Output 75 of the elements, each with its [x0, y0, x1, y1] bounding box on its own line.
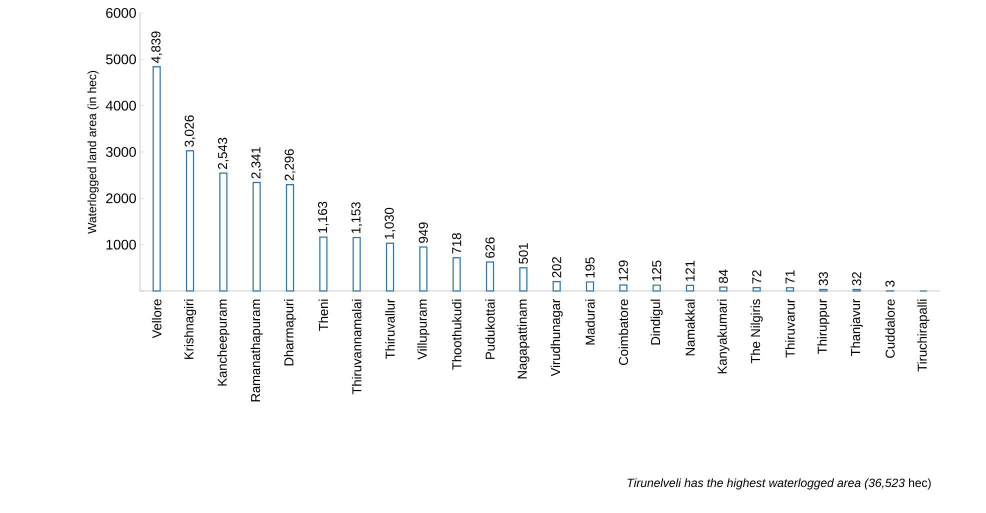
bar — [352, 236, 361, 292]
x-tick-label: Theni — [318, 300, 328, 331]
bar — [186, 150, 194, 292]
bar — [752, 287, 761, 292]
bar — [719, 286, 728, 292]
x-tick-label: Nagapattinam — [517, 300, 530, 378]
x-tick-label: Thiruvarur — [785, 298, 795, 358]
data-label: 71 — [786, 270, 794, 284]
data-label: 2,341 — [251, 147, 262, 178]
data-label: 949 — [418, 222, 428, 243]
bar — [786, 287, 794, 292]
data-label: 4,839 — [151, 31, 162, 63]
data-label: 125 — [652, 260, 662, 281]
bar — [519, 267, 528, 292]
data-label: 626 — [485, 237, 495, 258]
x-tick-label: Cuddalore — [885, 299, 895, 358]
data-label: 32 — [852, 272, 862, 286]
x-tick-label: Dindigul — [650, 300, 663, 344]
bar — [419, 246, 428, 292]
y-axis-title: Waterlogged land area (in hec) — [87, 70, 99, 234]
y-tick-label: 2000 — [106, 193, 136, 204]
x-tick-label: Thiruppur — [817, 298, 830, 354]
x-tick-label: Villupuram — [417, 300, 430, 360]
x-tick-label: Krishnagiri — [184, 300, 196, 359]
bar — [486, 261, 494, 292]
bar — [619, 284, 628, 292]
data-label: 3,026 — [184, 115, 196, 147]
y-tick-label: 5000 — [106, 54, 136, 64]
data-label: 501 — [518, 243, 528, 264]
data-label: 1,030 — [384, 208, 396, 239]
data-label: 2,543 — [218, 138, 229, 169]
bar — [252, 182, 261, 292]
data-label: 202 — [552, 257, 562, 278]
data-label: 121 — [685, 260, 695, 281]
x-tick-label: Coimbatore — [618, 299, 628, 366]
x-tick-label: Thiruvannamalai — [352, 300, 362, 394]
x-tick-label: Kancheepuram — [217, 300, 230, 386]
data-label: 1,163 — [318, 202, 329, 233]
bar — [552, 281, 561, 292]
x-tick-label: Thanjavur — [850, 298, 863, 356]
bar — [452, 257, 461, 292]
x-tick-label: Dharmapuri — [284, 300, 296, 366]
bar — [286, 184, 294, 292]
bar — [152, 66, 161, 292]
data-label: 2,296 — [284, 149, 296, 180]
data-label: 718 — [452, 233, 462, 254]
x-tick-label: Ramanathapuram — [250, 300, 263, 402]
x-tick-label: Madurai — [585, 300, 595, 344]
x-tick-label: Tiruchirapalli — [917, 300, 930, 372]
x-tick-label: Pudukottai — [485, 300, 495, 359]
x-tick-label: Thoothukudi — [452, 300, 462, 370]
bar — [652, 284, 661, 292]
y-tick-label: 6000 — [106, 8, 136, 18]
y-tick-label: 1000 — [106, 240, 136, 250]
data-label: 72 — [752, 270, 762, 284]
x-tick-label: Kanyakumari — [717, 300, 730, 374]
data-label: 3 — [885, 280, 895, 287]
bar — [686, 284, 694, 292]
x-tick-label: Virudhunagar — [550, 298, 563, 376]
y-tick-label: 4000 — [106, 100, 136, 111]
data-label: 33 — [818, 272, 828, 286]
bar — [219, 172, 228, 292]
data-label: 1,153 — [351, 202, 362, 234]
x-tick-label: The Nilgiris — [750, 299, 763, 364]
data-label: 195 — [585, 257, 595, 278]
bar — [586, 281, 594, 292]
text: Tirunelveli has the highest waterlogged area (36,523 hec) — [628, 478, 931, 490]
x-tick-label: Thiruvallur — [385, 298, 395, 359]
y-tick-label: 3000 — [106, 147, 136, 157]
bar — [319, 236, 328, 292]
x-tick-label: Namakkal — [685, 300, 695, 356]
x-tick-label: Vellore — [152, 299, 162, 338]
data-label: 84 — [718, 270, 728, 284]
data-label: 129 — [618, 260, 628, 281]
bar — [386, 242, 394, 292]
